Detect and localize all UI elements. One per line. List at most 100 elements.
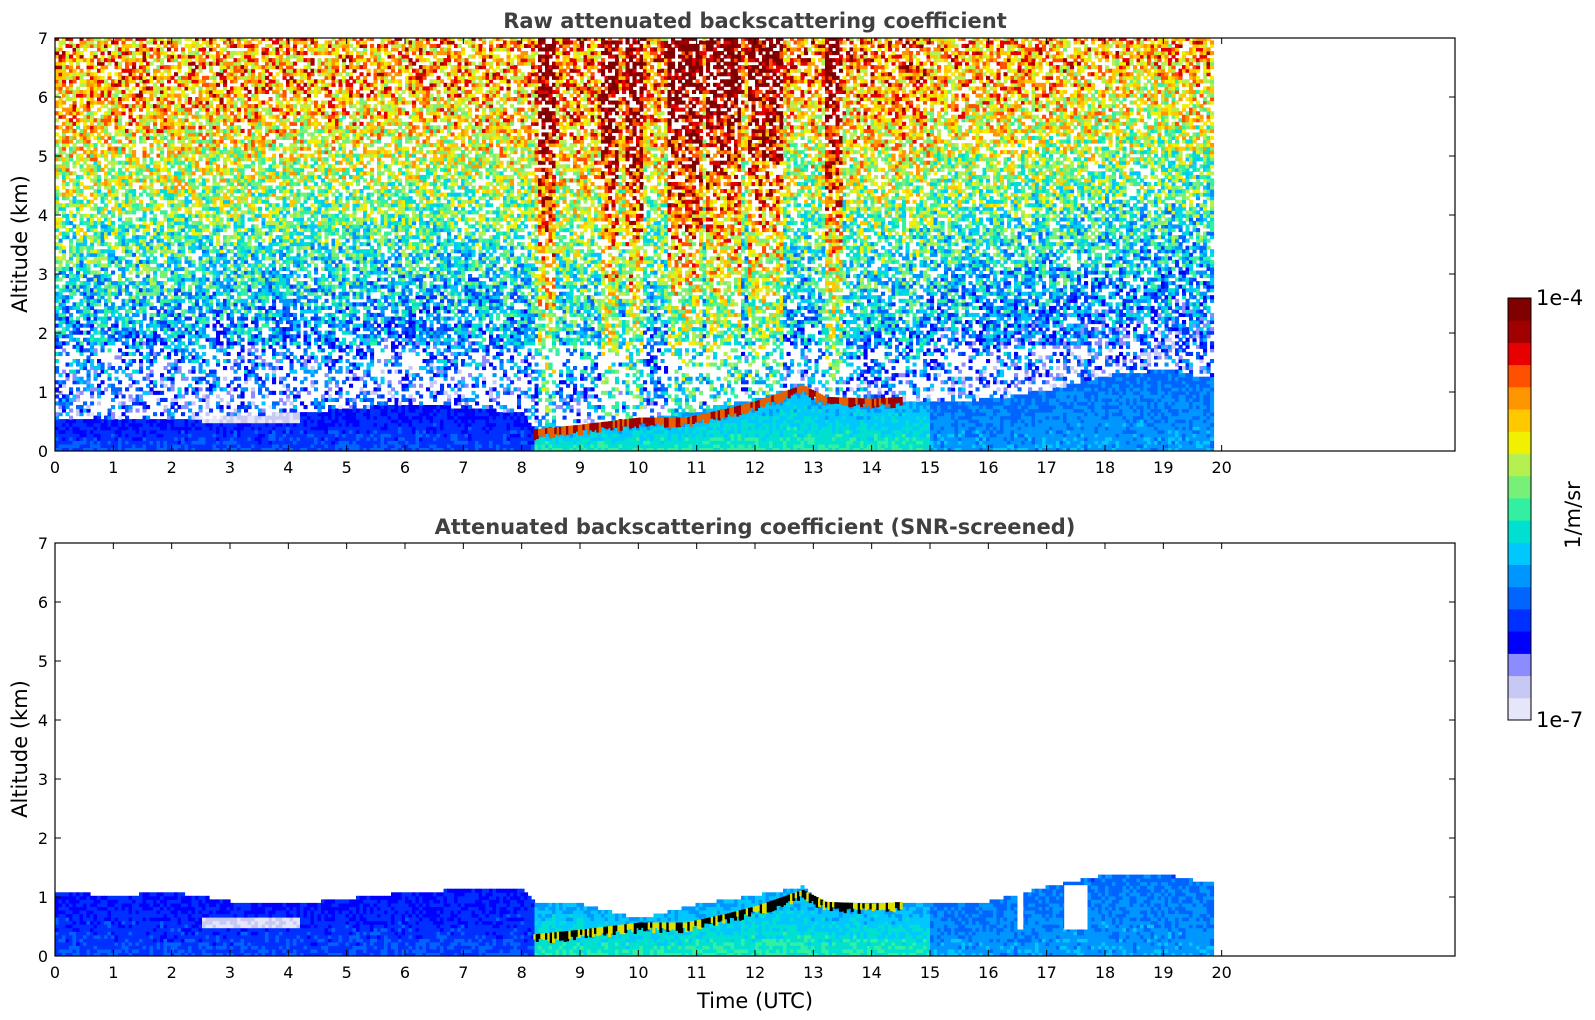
heatmap-cell bbox=[247, 72, 252, 77]
heatmap-cell bbox=[212, 174, 217, 179]
heatmap-cell bbox=[65, 295, 70, 300]
heatmap-cell bbox=[69, 270, 74, 275]
heatmap-cell bbox=[128, 206, 133, 211]
heatmap-cell bbox=[153, 160, 158, 165]
heatmap-cell bbox=[132, 206, 137, 211]
heatmap-cell bbox=[93, 312, 98, 317]
heatmap-cell bbox=[111, 93, 116, 98]
heatmap-cell bbox=[100, 228, 105, 233]
heatmap-cell bbox=[251, 139, 256, 144]
heatmap-cell bbox=[212, 447, 217, 451]
heatmap-cell bbox=[97, 366, 102, 371]
heatmap-cell bbox=[149, 47, 154, 52]
heatmap-cell bbox=[188, 245, 193, 250]
heatmap-cell bbox=[223, 75, 228, 80]
heatmap-cell bbox=[76, 337, 81, 342]
heatmap-cell bbox=[160, 89, 165, 94]
heatmap-cell bbox=[125, 443, 130, 448]
heatmap-cell bbox=[118, 224, 123, 229]
heatmap-cell bbox=[114, 132, 119, 137]
heatmap-cell bbox=[184, 259, 189, 264]
heatmap-cell bbox=[275, 443, 280, 448]
heatmap-cell bbox=[146, 174, 151, 179]
heatmap-cell bbox=[265, 43, 270, 48]
heatmap-cell bbox=[58, 291, 63, 296]
heatmap-cell bbox=[83, 132, 88, 137]
heatmap-cell bbox=[118, 171, 123, 176]
heatmap-cell bbox=[142, 415, 147, 420]
heatmap-cell bbox=[72, 380, 77, 385]
heatmap-cell bbox=[90, 429, 95, 434]
heatmap-cell bbox=[65, 320, 70, 325]
heatmap-cell bbox=[118, 380, 123, 385]
heatmap-cell bbox=[191, 274, 196, 279]
heatmap-cell bbox=[272, 312, 277, 317]
heatmap-cell bbox=[153, 305, 158, 310]
heatmap-cell bbox=[261, 150, 266, 155]
heatmap-cell bbox=[198, 68, 203, 73]
heatmap-cell bbox=[254, 281, 259, 286]
heatmap-cell bbox=[156, 111, 161, 116]
heatmap-cell bbox=[181, 118, 186, 123]
heatmap-cell bbox=[153, 164, 158, 169]
heatmap-cell bbox=[198, 419, 203, 424]
heatmap-cell bbox=[184, 93, 189, 98]
heatmap-cell bbox=[76, 344, 81, 349]
heatmap-cell bbox=[258, 199, 263, 204]
heatmap-cell bbox=[177, 65, 182, 70]
heatmap-cell bbox=[254, 157, 259, 162]
heatmap-cell bbox=[65, 89, 70, 94]
heatmap-cell bbox=[216, 362, 221, 367]
heatmap-cell bbox=[174, 422, 179, 427]
heatmap-cell bbox=[107, 284, 112, 289]
heatmap-cell bbox=[55, 277, 60, 282]
heatmap-cell bbox=[114, 114, 119, 119]
heatmap-cell bbox=[62, 114, 67, 119]
heatmap-cell bbox=[272, 436, 277, 441]
heatmap-cell bbox=[230, 43, 235, 48]
heatmap-cell bbox=[212, 344, 217, 349]
heatmap-cell bbox=[247, 75, 252, 80]
heatmap-cell bbox=[86, 298, 91, 303]
heatmap-cell bbox=[237, 249, 242, 254]
heatmap-cell bbox=[237, 330, 242, 335]
heatmap-cell bbox=[195, 111, 200, 116]
heatmap-cell bbox=[191, 86, 196, 91]
heatmap-cell bbox=[205, 196, 210, 201]
heatmap-cell bbox=[177, 146, 182, 151]
heatmap-cell bbox=[261, 295, 266, 300]
heatmap-cell bbox=[212, 153, 217, 158]
heatmap-cell bbox=[205, 302, 210, 307]
heatmap-cell bbox=[135, 114, 140, 119]
heatmap-cell bbox=[104, 429, 109, 434]
heatmap-cell bbox=[83, 135, 88, 140]
heatmap-cell bbox=[72, 376, 77, 381]
heatmap-cell bbox=[114, 89, 119, 94]
heatmap-cell bbox=[251, 334, 256, 339]
heatmap-cell bbox=[265, 277, 270, 282]
heatmap-cell bbox=[146, 443, 151, 448]
heatmap-cell bbox=[272, 415, 277, 420]
heatmap-cell bbox=[181, 252, 186, 257]
heatmap-cell bbox=[202, 433, 207, 438]
heatmap-cell bbox=[188, 228, 193, 233]
heatmap-cell bbox=[132, 235, 137, 240]
heatmap-cell bbox=[247, 54, 252, 59]
heatmap-cell bbox=[55, 380, 60, 385]
heatmap-cell bbox=[184, 295, 189, 300]
heatmap-cell bbox=[272, 302, 277, 307]
heatmap-cell bbox=[107, 408, 112, 413]
heatmap-cell bbox=[272, 40, 277, 45]
heatmap-cell bbox=[251, 359, 256, 364]
heatmap-cell bbox=[177, 405, 182, 410]
heatmap-cell bbox=[62, 146, 67, 151]
heatmap-cell bbox=[111, 213, 116, 218]
heatmap-cell bbox=[69, 107, 74, 112]
heatmap-cell bbox=[261, 178, 266, 183]
heatmap-cell bbox=[181, 47, 186, 52]
heatmap-cell bbox=[209, 383, 214, 388]
heatmap-cell bbox=[107, 242, 112, 247]
heatmap-cell bbox=[170, 383, 175, 388]
heatmap-cell bbox=[97, 440, 102, 445]
heatmap-cell bbox=[191, 79, 196, 84]
